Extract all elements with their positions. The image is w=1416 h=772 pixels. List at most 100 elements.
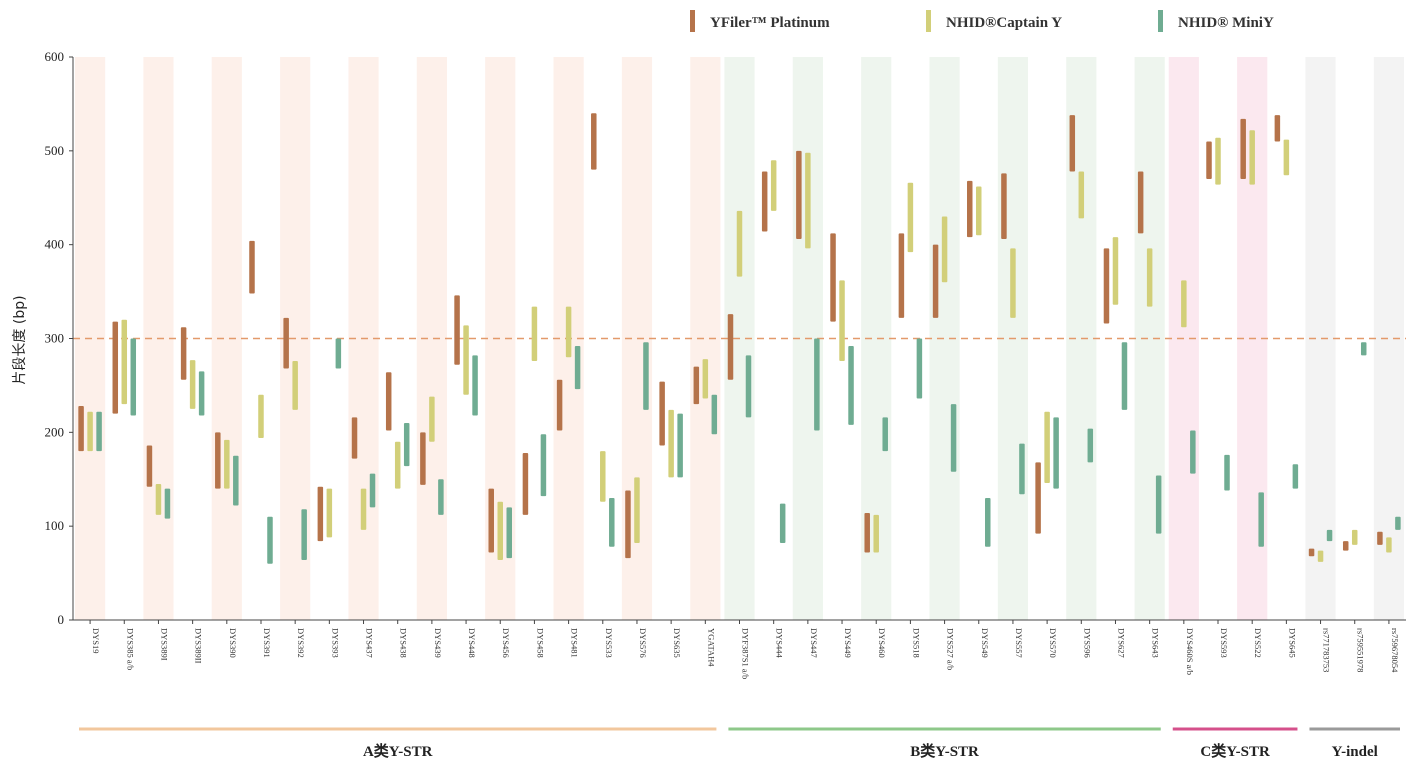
range-bar-captain [463,325,469,395]
range-bar-captain [976,186,982,236]
range-bar-mini [950,404,957,472]
x-tick-label: DYS643 [1151,628,1161,658]
range-bar-captain [1044,411,1050,484]
range-bar-mini [130,338,137,416]
x-tick-label: DYS393 [330,628,340,658]
range-bar-yfiler [1103,248,1110,324]
group-label: B类Y-STR [910,742,979,760]
range-bar-yfiler [249,240,255,294]
x-tick-label: DYS518 [911,628,921,658]
range-bar-mini [1258,492,1264,547]
x-tick-label: DYS438 [399,628,409,658]
range-bar-mini [779,503,786,544]
y-tick-label: 400 [45,237,65,252]
range-bar-captain [1317,550,1324,562]
x-tick-label: DYS447 [809,628,819,658]
range-bar-mini [643,342,649,410]
x-tick-label: DYS593 [1219,628,1229,658]
range-bar-mini [574,346,581,390]
legend-label: NHID® MiniY [1178,15,1274,31]
range-bar-yfiler [591,113,597,170]
x-tick-label: DYS448 [467,628,477,658]
range-bar-mini [814,338,820,431]
x-tick-label: DYS570 [1048,628,1058,658]
range-bar-mini [985,498,991,547]
range-bar-yfiler [693,366,700,405]
legend-swatch [1158,10,1163,32]
x-tick-label: DYS439 [433,628,443,658]
range-bar-yfiler [488,488,494,553]
range-bar-captain [531,306,538,362]
range-bar-captain [497,501,503,560]
range-bar-yfiler [522,452,529,515]
range-bar-yfiler [180,327,187,380]
group-label: Y-indel [1332,744,1378,760]
range-bar-mini [1360,342,1367,356]
range-bar-yfiler [1035,462,1041,534]
y-tick-label: 0 [58,612,65,627]
group-brackets: A类Y-STR B类Y-STR C类Y-STR Y-indel [79,727,1400,760]
range-bar-captain [600,451,606,502]
range-bar-yfiler [967,180,973,238]
range-bar-captain [1010,248,1016,318]
range-bar-yfiler [1206,141,1212,179]
background-band [211,57,242,620]
x-tick-label: DYS576 [638,628,648,658]
range-bar-mini [96,411,102,452]
range-bar-yfiler [1137,171,1144,234]
range-bar-captain [736,210,743,277]
y-tick-label: 500 [45,143,65,158]
range-bar-captain [189,360,196,409]
range-bar-yfiler [283,317,289,369]
x-tick-label: DYS392 [296,628,306,658]
range-bar-yfiler [78,406,84,452]
range-bar-captain [668,409,674,478]
range-bar-yfiler [1308,548,1315,557]
range-bar-yfiler [351,417,358,459]
range-bar-mini [267,516,273,564]
range-bar-yfiler [830,233,836,322]
range-bar-yfiler [898,233,905,318]
range-bar-yfiler [146,445,153,487]
x-tick-label: DYS456 [501,628,511,658]
range-bar-captain [1112,237,1119,305]
range-bar-yfiler [1240,118,1246,179]
range-bar-mini [369,473,376,508]
x-tick-label: DYS390 [228,628,238,658]
range-bar-mini [472,355,478,416]
x-tick-label: DYS391 [262,628,272,658]
range-bar-mini [1190,430,1196,474]
x-tick-label: DYS557 [1014,628,1024,658]
x-tick-label: YGATAH4 [706,628,716,667]
range-bar-captain [565,306,572,358]
range-bar-captain [224,439,230,489]
range-bar-mini [1053,417,1059,489]
y-tick-label: 100 [45,518,65,533]
range-bar-captain [702,359,709,399]
range-bar-mini [1087,428,1094,463]
x-tick-label: DYS389I [159,628,169,661]
range-bars [78,113,1401,564]
range-bar-captain [292,361,298,410]
range-bar-captain [805,152,811,249]
range-bar-captain [1386,537,1392,553]
range-bar-yfiler [796,150,802,240]
x-tick-label: DYS444 [775,628,785,659]
x-tick-label: DYS645 [1287,628,1297,658]
range-bar-mini [916,338,923,399]
range-bar-captain [1078,171,1085,219]
x-tick-label: DYS635 [672,628,682,658]
range-bar-captain [1249,130,1255,185]
range-bar-mini [438,479,444,515]
range-bar-captain [326,488,333,538]
range-bar-mini [848,346,854,425]
range-bar-captain [394,441,401,489]
range-bar-yfiler [625,490,631,559]
range-bar-yfiler [1377,531,1383,545]
range-bar-captain [1146,248,1153,307]
legend-label: YFiler™ Platinum [710,15,830,31]
range-bar-yfiler [385,372,392,431]
range-bar-mini [677,413,683,478]
range-bar-mini [198,371,205,416]
